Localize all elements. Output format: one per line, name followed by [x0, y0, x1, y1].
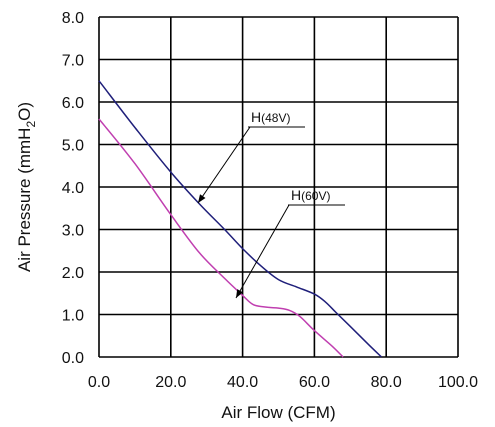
series-line-h60v	[98, 118, 344, 358]
y-tick-label: 0.0	[62, 350, 84, 367]
x-tick-label: 60.0	[299, 374, 330, 391]
series-label-sub: (48V)	[261, 111, 290, 125]
x-tick-label: 0.0	[88, 374, 110, 391]
x-axis-title: Air Flow (CFM)	[221, 403, 335, 422]
y-tick-label: 2.0	[62, 265, 84, 282]
y-tick-label: 8.0	[62, 10, 84, 27]
x-tick-label: 40.0	[227, 374, 258, 391]
series-line-h48v	[98, 80, 383, 358]
x-tick-label: 20.0	[155, 374, 186, 391]
y-axis-title: Air Pressure (mmH2O)	[15, 102, 38, 272]
tick-labels: 0.0 20.0 40.0 60.0 80.0 100.0 0.0 1.0 2.0 3.0 4.0 5…	[62, 10, 478, 391]
y-tick-label: 1.0	[62, 308, 84, 325]
y-tick-label: 7.0	[62, 53, 84, 70]
leader-line	[197, 126, 251, 204]
series-label-h48v: H(48V)	[251, 109, 290, 125]
y-tick-label: 3.0	[62, 223, 84, 240]
leader-line	[235, 204, 290, 299]
grid	[98, 16, 459, 358]
y-tick-label: 5.0	[62, 138, 84, 155]
series-label-main: H	[251, 109, 261, 125]
y-tick-label: 4.0	[62, 180, 84, 197]
y-tick-label: 6.0	[62, 95, 84, 112]
arrow-head-icon	[198, 194, 206, 203]
arrow-head-icon	[236, 289, 243, 298]
series-annotations: H(48V)H(60V)	[197, 109, 345, 299]
x-tick-label: 80.0	[371, 374, 402, 391]
x-tick-label: 100.0	[438, 374, 478, 391]
series-label-sub: (60V)	[301, 189, 330, 203]
series-label-main: H	[291, 187, 301, 203]
series-label-h60v: H(60V)	[291, 187, 330, 203]
series-lines	[98, 80, 383, 358]
